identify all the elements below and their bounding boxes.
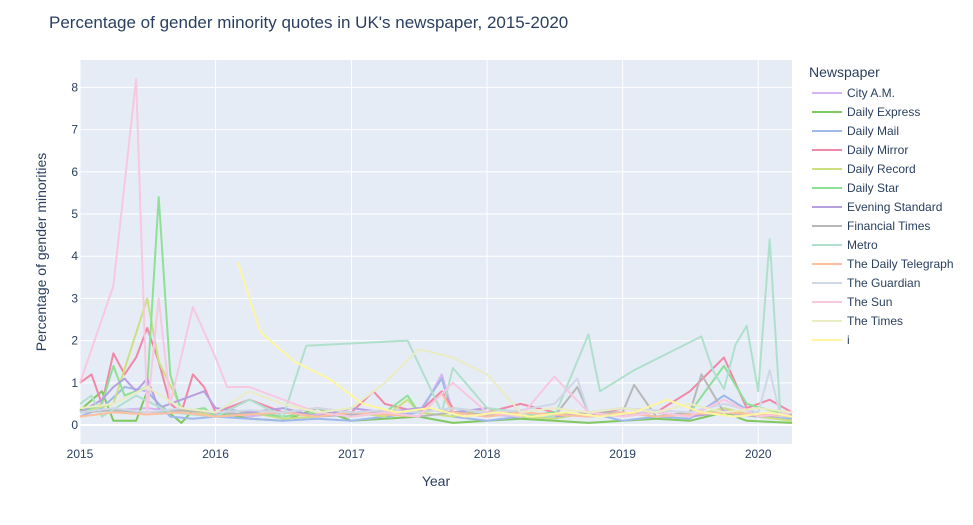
legend-swatch bbox=[812, 91, 842, 94]
tick-layer: 2015 2016 2017 2018 2019 2020 0 1 2 3 4 5 6 7 8 bbox=[67, 80, 772, 461]
legend-swatch bbox=[812, 205, 842, 208]
chart-title: Percentage of gender minority quotes in … bbox=[49, 13, 569, 32]
x-tick-label: 2016 bbox=[202, 447, 229, 461]
legend-item[interactable]: Daily Mirror bbox=[809, 140, 954, 159]
y-tick-label: 5 bbox=[71, 207, 78, 221]
legend-item[interactable]: Metro bbox=[809, 235, 954, 254]
legend-swatch bbox=[812, 300, 842, 303]
legend-label: The Guardian bbox=[847, 275, 921, 290]
y-tick-label: 1 bbox=[71, 376, 78, 390]
legend-label: The Times bbox=[847, 313, 904, 328]
legend-label: Daily Express bbox=[847, 104, 921, 119]
x-tick-label: 2020 bbox=[745, 447, 772, 461]
legend-item[interactable]: Daily Star bbox=[809, 178, 954, 197]
legend-label: Daily Record bbox=[847, 161, 916, 176]
y-axis-title: Percentage of gender minorities bbox=[33, 153, 49, 351]
legend-label: City A.M. bbox=[847, 85, 896, 100]
legend-swatch bbox=[812, 224, 842, 227]
legend-item[interactable]: Daily Express bbox=[809, 102, 954, 121]
legend-swatch bbox=[812, 262, 842, 265]
legend-item[interactable]: The Guardian bbox=[809, 273, 954, 292]
legend-label: The Sun bbox=[847, 294, 893, 309]
legend-label: Daily Star bbox=[847, 180, 900, 195]
legend-item[interactable]: Daily Mail bbox=[809, 121, 954, 140]
legend-item[interactable]: The Sun bbox=[809, 292, 954, 311]
legend-label: Daily Mirror bbox=[847, 142, 909, 157]
y-tick-label: 2 bbox=[71, 334, 78, 348]
x-tick-label: 2019 bbox=[609, 447, 636, 461]
legend-items: City A.M. Daily Express Daily Mail Daily Mi… bbox=[809, 83, 954, 349]
y-tick-label: 4 bbox=[71, 249, 78, 263]
x-axis-title: Year bbox=[422, 473, 451, 489]
legend-swatch bbox=[812, 148, 842, 151]
y-tick-label: 3 bbox=[71, 291, 78, 305]
x-tick-label: 2018 bbox=[474, 447, 501, 461]
series-line[interactable] bbox=[236, 262, 793, 418]
series-line[interactable] bbox=[79, 348, 793, 414]
legend-label: The Daily Telegraph bbox=[847, 256, 954, 271]
legend[interactable]: Newspaper City A.M. Daily Express Daily Ma… bbox=[809, 64, 954, 349]
legend-label: Metro bbox=[847, 237, 878, 252]
legend-title: Newspaper bbox=[809, 64, 880, 80]
legend-label: Daily Mail bbox=[847, 123, 900, 138]
x-tick-label: 2017 bbox=[338, 447, 365, 461]
y-tick-label: 0 bbox=[71, 418, 78, 432]
legend-swatch bbox=[812, 129, 842, 132]
legend-item[interactable]: i bbox=[809, 330, 954, 349]
legend-item[interactable]: City A.M. bbox=[809, 83, 954, 102]
legend-label: Evening Standard bbox=[847, 199, 943, 214]
legend-swatch bbox=[812, 110, 842, 113]
legend-item[interactable]: Financial Times bbox=[809, 216, 954, 235]
legend-item[interactable]: Daily Record bbox=[809, 159, 954, 178]
legend-label: i bbox=[847, 332, 850, 347]
legend-swatch bbox=[812, 281, 842, 284]
x-tick-label: 2015 bbox=[67, 447, 94, 461]
y-tick-label: 7 bbox=[71, 123, 78, 137]
legend-swatch bbox=[812, 186, 842, 189]
legend-label: Financial Times bbox=[847, 218, 931, 233]
legend-item[interactable]: The Daily Telegraph bbox=[809, 254, 954, 273]
legend-item[interactable]: The Times bbox=[809, 311, 954, 330]
series-line[interactable] bbox=[79, 78, 793, 418]
y-tick-label: 6 bbox=[71, 165, 78, 179]
legend-item[interactable]: Evening Standard bbox=[809, 197, 954, 216]
series-layer bbox=[79, 78, 793, 424]
legend-swatch bbox=[812, 319, 842, 322]
legend-swatch bbox=[812, 167, 842, 170]
y-tick-label: 8 bbox=[71, 80, 78, 94]
grid-layer bbox=[79, 60, 792, 444]
legend-swatch bbox=[812, 338, 842, 341]
legend-swatch bbox=[812, 243, 842, 246]
